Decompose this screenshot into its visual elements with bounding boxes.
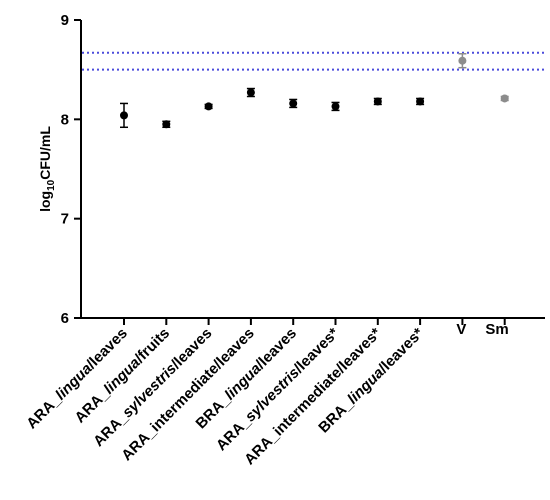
data-point-9 — [458, 53, 467, 69]
y-tick-label-8: 8 — [61, 111, 69, 128]
data-points — [120, 53, 509, 129]
data-point-7 — [373, 97, 382, 106]
y-tick-label-7: 7 — [61, 211, 69, 228]
point-marker — [120, 111, 128, 120]
x-tick-label-10: Sm — [485, 321, 508, 338]
y-tick-label-6: 6 — [61, 310, 69, 327]
data-point-8 — [416, 97, 425, 106]
point-marker — [416, 97, 425, 106]
data-point-2 — [162, 120, 171, 129]
data-point-4 — [246, 87, 255, 98]
data-point-3 — [204, 102, 213, 111]
point-marker — [500, 94, 509, 103]
point-marker — [246, 88, 255, 97]
data-point-1 — [120, 102, 128, 129]
point-marker — [331, 102, 340, 111]
data-point-5 — [289, 98, 298, 109]
x-ticks — [123, 318, 506, 325]
y-ticks: 6 7 8 9 — [61, 12, 81, 327]
data-point-10 — [500, 94, 509, 103]
data-point-6 — [331, 101, 340, 112]
x-tick-labels: ARA_lingua/leavesARA_lingua/fruitsARA_sy… — [23, 321, 508, 468]
x-tick-label-9: V — [456, 321, 466, 338]
point-marker — [204, 102, 213, 111]
y-axis-title: log10CFU/mL — [37, 126, 57, 212]
point-marker — [458, 56, 467, 65]
reference-lines — [82, 51, 545, 71]
y-tick-label-9: 9 — [61, 12, 69, 29]
point-marker — [373, 97, 382, 106]
point-marker — [289, 99, 298, 108]
point-marker — [162, 120, 171, 129]
